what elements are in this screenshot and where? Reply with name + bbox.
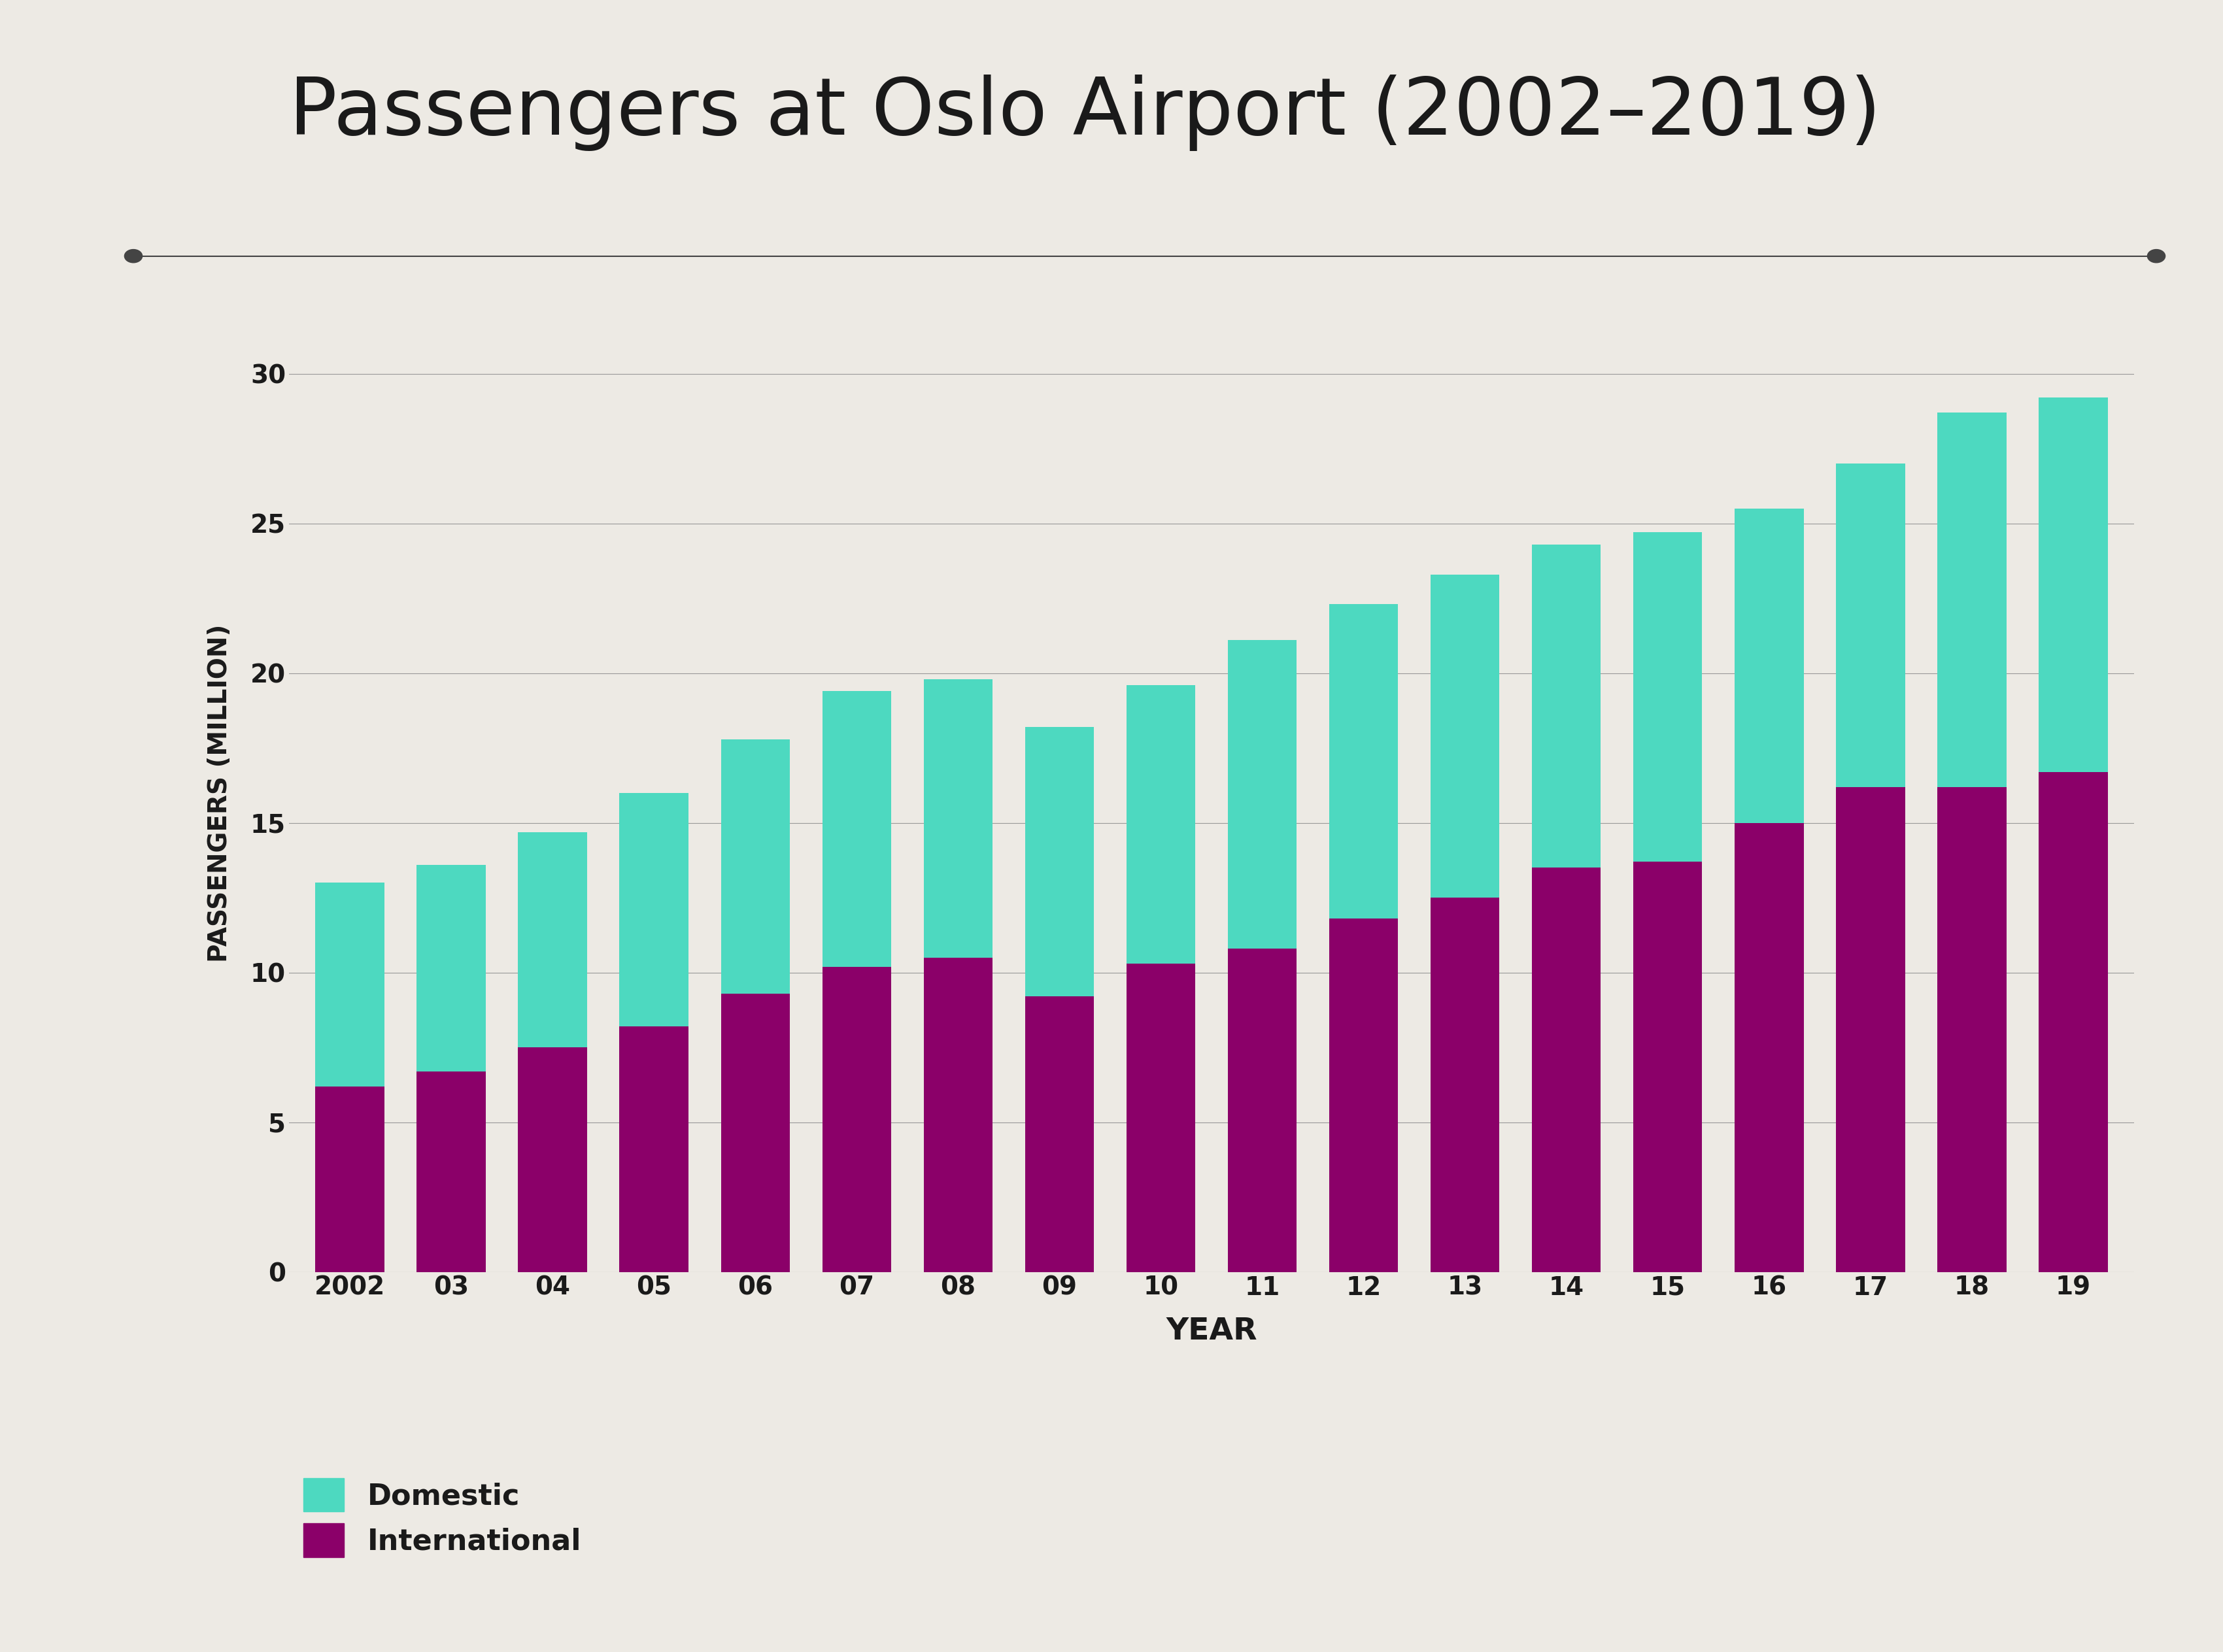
- Bar: [2038, 771, 2107, 1272]
- Bar: [1836, 464, 1905, 786]
- Bar: [1734, 823, 1803, 1272]
- Bar: [720, 993, 789, 1272]
- Bar: [720, 738, 789, 993]
- Bar: [518, 833, 587, 1047]
- Bar: [1532, 545, 1601, 867]
- Bar: [1634, 862, 1703, 1272]
- Bar: [620, 793, 689, 1026]
- Bar: [1329, 605, 1398, 919]
- Bar: [1025, 996, 1094, 1272]
- Y-axis label: PASSENGERS (MILLION): PASSENGERS (MILLION): [207, 624, 231, 961]
- Bar: [923, 679, 991, 958]
- Bar: [416, 866, 485, 1072]
- Bar: [1836, 786, 1905, 1272]
- Bar: [620, 1026, 689, 1272]
- Bar: [1227, 641, 1296, 948]
- Bar: [518, 1047, 587, 1272]
- Bar: [2038, 398, 2107, 771]
- Bar: [1127, 963, 1196, 1272]
- Bar: [1532, 867, 1601, 1272]
- Bar: [823, 691, 891, 966]
- Bar: [823, 966, 891, 1272]
- Bar: [316, 1087, 385, 1272]
- Bar: [316, 882, 385, 1087]
- Legend: Domestic, International: Domestic, International: [305, 1479, 582, 1556]
- X-axis label: YEAR: YEAR: [1165, 1317, 1258, 1346]
- Bar: [1329, 919, 1398, 1272]
- Bar: [1432, 575, 1501, 897]
- Bar: [1127, 686, 1196, 963]
- Bar: [923, 958, 991, 1272]
- Text: Passengers at Oslo Airport (2002–2019): Passengers at Oslo Airport (2002–2019): [289, 74, 1881, 150]
- Bar: [1634, 532, 1703, 862]
- Bar: [416, 1072, 485, 1272]
- Bar: [1938, 413, 2007, 786]
- Bar: [1734, 509, 1803, 823]
- Bar: [1025, 727, 1094, 996]
- Bar: [1227, 948, 1296, 1272]
- Bar: [1938, 786, 2007, 1272]
- Bar: [1432, 897, 1501, 1272]
